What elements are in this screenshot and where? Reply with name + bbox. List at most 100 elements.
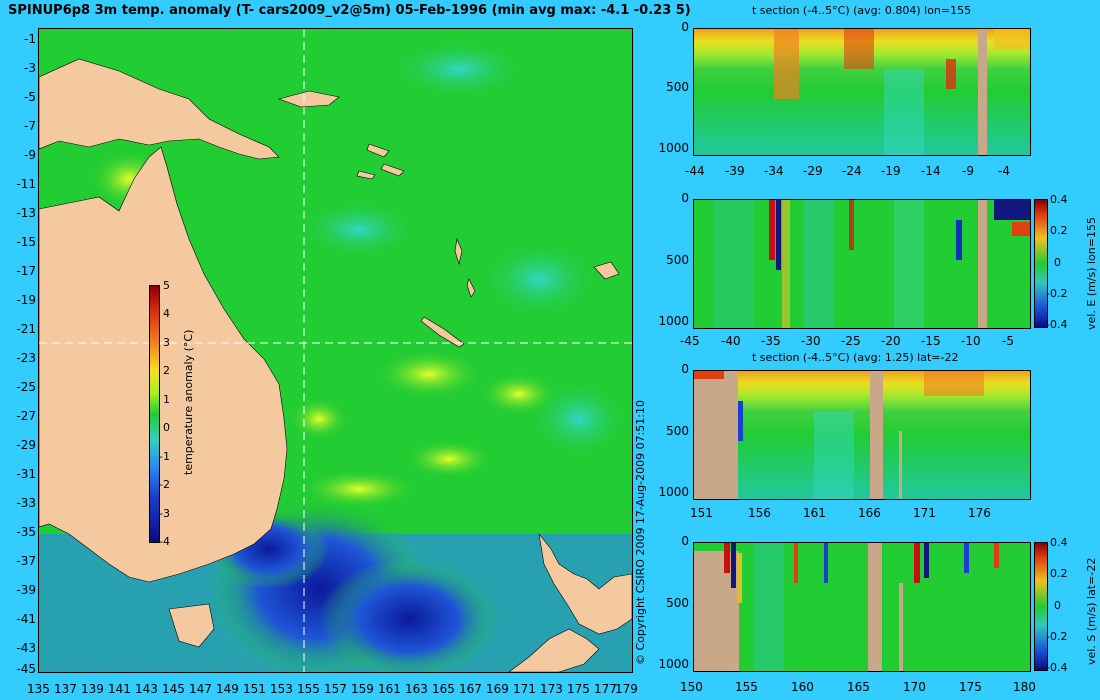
lon-tick: 147 bbox=[189, 682, 212, 696]
land-mask bbox=[694, 371, 738, 499]
warm-core bbox=[924, 371, 984, 396]
y-tick: 0 bbox=[681, 20, 689, 34]
lon-tick: 175 bbox=[567, 682, 590, 696]
x-tick: -10 bbox=[961, 334, 981, 348]
t-section-lon-yaxis: 0 500 1000 bbox=[655, 20, 689, 160]
x-tick: -20 bbox=[881, 334, 901, 348]
velocity-band bbox=[754, 543, 784, 671]
cbar-tick: 0.2 bbox=[1050, 567, 1068, 580]
x-tick: 176 bbox=[968, 506, 991, 520]
y-tick: 0 bbox=[681, 534, 689, 548]
new-britain-island bbox=[278, 90, 340, 108]
strong-jet bbox=[769, 200, 775, 260]
x-tick: -24 bbox=[842, 164, 862, 178]
x-tick: -29 bbox=[803, 164, 823, 178]
warm-eddy bbox=[374, 349, 484, 399]
lat-tick: -17 bbox=[16, 264, 36, 278]
lon-tick: 155 bbox=[297, 682, 320, 696]
x-tick: -4 bbox=[998, 164, 1010, 178]
vel-south-lat-xaxis: 150 155 160 165 170 175 180 bbox=[680, 680, 1040, 696]
t-section-lat-yaxis: 0 500 1000 bbox=[655, 362, 689, 502]
warm-core bbox=[994, 29, 1030, 49]
y-tick: 0 bbox=[681, 362, 689, 376]
lon-tick: 179 bbox=[615, 682, 638, 696]
new-guinea-landmass bbox=[39, 58, 280, 160]
lon-tick: 161 bbox=[378, 682, 401, 696]
australia-landmass bbox=[39, 146, 288, 583]
x-tick: 156 bbox=[748, 506, 771, 520]
map-title: SPINUP6p8 3m temp. anomaly (T- cars2009_… bbox=[8, 3, 691, 18]
x-tick: -35 bbox=[761, 334, 781, 348]
colorbar-tick: 0 bbox=[163, 421, 170, 434]
t-section-lat-canvas bbox=[694, 371, 984, 499]
colorbar-tick: -3 bbox=[159, 507, 170, 520]
map-canvas bbox=[39, 29, 632, 672]
x-tick: -19 bbox=[881, 164, 901, 178]
strong-jet bbox=[956, 220, 962, 260]
lon-tick: 139 bbox=[81, 682, 104, 696]
cbar-tick: 0.2 bbox=[1050, 224, 1068, 237]
lat-tick: -9 bbox=[24, 148, 36, 162]
x-tick: -30 bbox=[801, 334, 821, 348]
lon-tick: 145 bbox=[162, 682, 185, 696]
strong-jet bbox=[994, 543, 999, 568]
cool-eddy bbox=[299, 199, 419, 259]
t-section-lat-title: t section (-4..5°C) (avg: 1.25) lat=-22 bbox=[752, 351, 959, 364]
copyright-notice: © Copyright CSIRO 2009 17-Aug-2009 07:51… bbox=[634, 399, 647, 665]
solomon-islands bbox=[356, 143, 405, 180]
strong-jet bbox=[914, 543, 920, 583]
x-tick: 170 bbox=[903, 680, 926, 694]
y-tick: 0 bbox=[681, 191, 689, 205]
colorbar-tick: 2 bbox=[163, 364, 170, 377]
strong-jet bbox=[724, 543, 730, 573]
latitude-axis: -1 -3 -5 -7 -9 -11 -13 -15 -17 -19 -21 -… bbox=[0, 28, 36, 678]
warm-eddy bbox=[404, 439, 494, 479]
cbar-tick: 0 bbox=[1054, 256, 1061, 269]
vel-south-side-label: vel. S (m/s) lat=-22 bbox=[1085, 557, 1098, 665]
vel-east-lon-xaxis: -45 -40 -35 -30 -25 -20 -15 -10 -5 bbox=[680, 334, 1035, 350]
cbar-tick: 0 bbox=[1054, 599, 1061, 612]
lat-tick: -43 bbox=[16, 641, 36, 655]
x-tick: -44 bbox=[685, 164, 705, 178]
x-tick: 165 bbox=[847, 680, 870, 694]
x-tick: 171 bbox=[913, 506, 936, 520]
land-mask bbox=[868, 543, 882, 671]
y-tick: 1000 bbox=[658, 657, 689, 671]
lon-tick: 169 bbox=[486, 682, 509, 696]
velocity-band bbox=[782, 200, 790, 328]
lat-tick: -29 bbox=[16, 438, 36, 452]
strong-jet bbox=[964, 543, 969, 573]
lat-tick: -15 bbox=[16, 235, 36, 249]
t-section-lon-xaxis: -44 -39 -34 -29 -24 -19 -14 -9 -4 bbox=[685, 164, 1035, 180]
velocity-band bbox=[894, 200, 924, 328]
lat-tick: -23 bbox=[16, 351, 36, 365]
lon-tick: 151 bbox=[243, 682, 266, 696]
lon-tick: 157 bbox=[324, 682, 347, 696]
velocity-band bbox=[804, 200, 834, 328]
warm-anomaly bbox=[946, 59, 956, 89]
lon-tick: 165 bbox=[432, 682, 455, 696]
t-section-lat-panel bbox=[693, 370, 1031, 500]
lon-tick: 177 bbox=[594, 682, 617, 696]
lat-tick: -21 bbox=[16, 322, 36, 336]
warm-core bbox=[844, 29, 874, 69]
lat-tick: -5 bbox=[24, 90, 36, 104]
strong-jet bbox=[776, 200, 781, 270]
colorbar-tick: 5 bbox=[163, 279, 170, 292]
strong-jet bbox=[994, 200, 1030, 220]
colorbar-tick: 3 bbox=[163, 336, 170, 349]
x-tick: -14 bbox=[921, 164, 941, 178]
cbar-tick: -0.4 bbox=[1046, 318, 1068, 331]
x-tick: 175 bbox=[959, 680, 982, 694]
lat-tick: -25 bbox=[16, 380, 36, 394]
colorbar-tick: -1 bbox=[159, 450, 170, 463]
lon-tick: 173 bbox=[540, 682, 563, 696]
lon-tick: 167 bbox=[459, 682, 482, 696]
vanuatu bbox=[454, 237, 476, 298]
strong-jet bbox=[849, 200, 854, 250]
colorbar-tick: -2 bbox=[159, 478, 170, 491]
warm-eddy bbox=[289, 397, 349, 441]
cool-eddy bbox=[389, 39, 529, 99]
new-zealand-north-island bbox=[538, 532, 632, 635]
lat-tick: -1 bbox=[24, 32, 36, 46]
